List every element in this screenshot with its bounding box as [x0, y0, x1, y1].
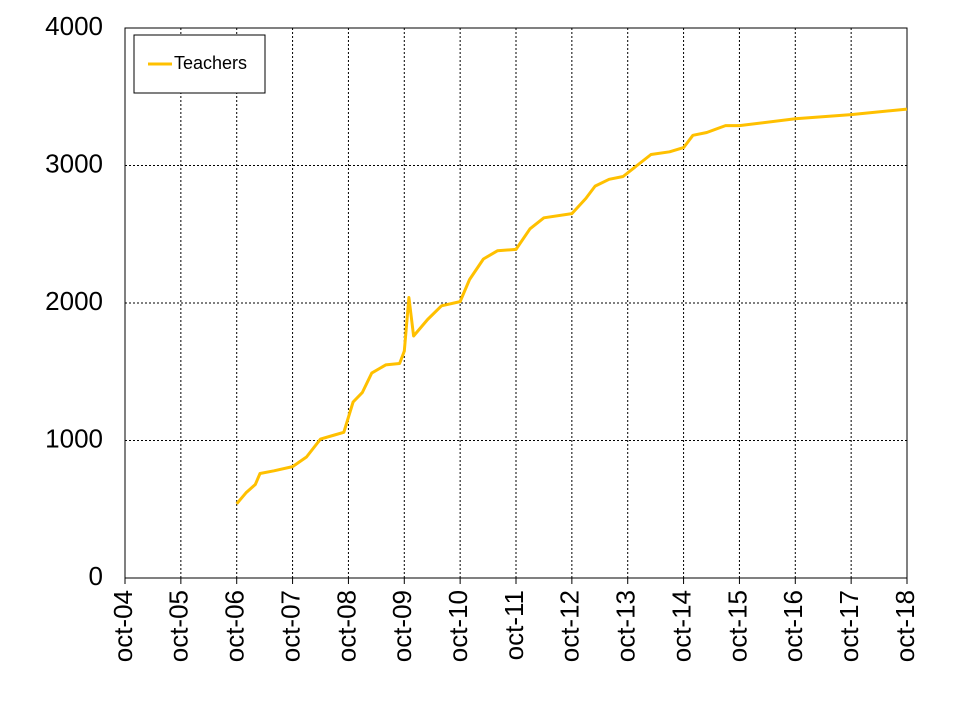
x-tick-label: oct-15 — [722, 590, 752, 662]
x-tick-label: oct-16 — [778, 590, 808, 662]
x-tick-label: oct-07 — [275, 590, 305, 662]
plot-frame — [124, 27, 908, 579]
legend-label: Teachers — [174, 53, 247, 73]
x-tick-label: oct-12 — [555, 590, 585, 662]
x-tick-label: oct-14 — [666, 590, 696, 662]
y-tick-label: 2000 — [45, 286, 103, 316]
y-tick-label: 1000 — [45, 423, 103, 453]
x-tick-label: oct-11 — [499, 590, 529, 660]
x-tick-label: oct-13 — [611, 590, 641, 662]
x-tick-label: oct-09 — [387, 590, 417, 662]
x-tick-label: oct-05 — [164, 590, 194, 662]
x-tick-label: oct-06 — [220, 590, 250, 662]
x-tick-label: oct-08 — [331, 590, 361, 662]
y-tick-label: 3000 — [45, 148, 103, 178]
data-line — [235, 107, 908, 505]
y-tick-label: 4000 — [45, 11, 103, 41]
x-tick-label: oct-17 — [834, 590, 864, 662]
x-tick-label: oct-10 — [443, 590, 473, 662]
y-tick-label: 0 — [89, 561, 103, 591]
x-tick-label: oct-04 — [108, 590, 138, 662]
x-tick-label: oct-18 — [890, 590, 920, 662]
